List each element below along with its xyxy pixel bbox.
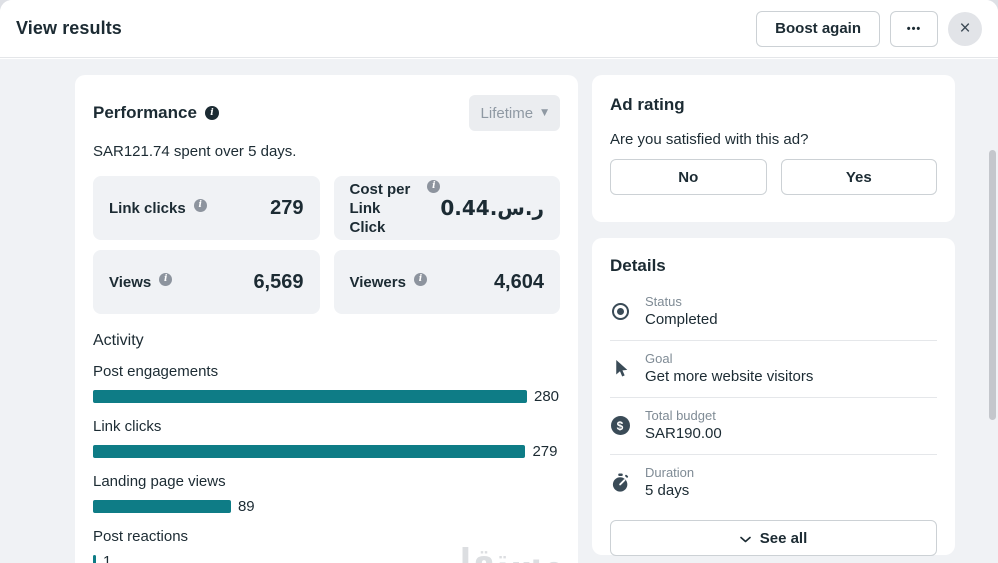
detail-value: Get more website visitors <box>645 368 814 385</box>
dialog-body: Performance i Lifetime ▼ SAR121.74 spent… <box>0 59 998 563</box>
ad-rating-card: Ad rating Are you satisfied with this ad… <box>592 75 955 222</box>
status-icon <box>610 303 630 320</box>
activity-title: Activity <box>93 332 144 349</box>
page-title: View results <box>16 18 122 38</box>
activity-bar-post-engagements: Post engagements 280 <box>93 361 560 405</box>
bar-label: Post engagements <box>93 363 219 380</box>
duration-icon <box>610 473 630 493</box>
detail-row-goal: Goal Get more website visitors <box>610 341 937 398</box>
metric-value: 279 <box>270 196 304 219</box>
metric-cost-per-link-click: Cost per Link Click i ر.س.0.44 <box>333 176 560 240</box>
bar-value: 89 <box>237 498 255 515</box>
bar <box>93 555 96 563</box>
rating-no-button[interactable]: No <box>610 159 767 195</box>
activity-bar-post-reactions: Post reactions 1 <box>93 526 560 563</box>
detail-value: SAR190.00 <box>645 425 722 442</box>
more-options-button[interactable]: ••• <box>890 10 938 47</box>
bar-value: 280 <box>534 388 560 405</box>
detail-label: Status <box>645 294 682 309</box>
details-card: Details Status Completed Goal Get more <box>592 238 955 556</box>
metric-value: 4,604 <box>493 270 544 293</box>
date-range-dropdown[interactable]: Lifetime ▼ <box>468 95 560 131</box>
dialog-header: View results Boost again ••• × <box>0 0 998 58</box>
bar <box>93 390 527 403</box>
metric-views: Views i 6,569 <box>93 250 320 314</box>
metric-value: 6,569 <box>253 270 304 293</box>
goal-icon <box>610 359 630 378</box>
metric-value: ر.س.0.44 <box>440 196 544 220</box>
metric-link-clicks: Link clicks i 279 <box>93 176 320 240</box>
ellipsis-icon: ••• <box>906 22 922 35</box>
detail-label: Total budget <box>645 408 716 423</box>
bar-label: Post reactions <box>93 528 189 545</box>
boost-again-button[interactable]: Boost again <box>756 10 880 47</box>
detail-row-total-budget: $ Total budget SAR190.00 <box>610 398 937 455</box>
performance-card: Performance i Lifetime ▼ SAR121.74 spent… <box>75 75 578 563</box>
detail-label: Goal <box>645 351 673 366</box>
metric-viewers: Viewers i 4,604 <box>333 250 560 314</box>
scrollbar-thumb[interactable] <box>989 150 996 420</box>
see-all-label: See all <box>759 529 808 547</box>
header-actions: Boost again ••• × <box>756 10 982 47</box>
metric-label: Viewers <box>349 273 406 291</box>
bar-value: 1 <box>103 553 112 563</box>
info-icon[interactable]: i <box>413 272 427 286</box>
detail-value: 5 days <box>645 482 690 499</box>
date-range-value: Lifetime <box>480 104 534 122</box>
bar-label: Landing page views <box>93 473 226 490</box>
budget-icon: $ <box>610 416 630 435</box>
details-title: Details <box>610 256 666 275</box>
close-button[interactable]: × <box>948 11 982 46</box>
bar <box>93 445 526 458</box>
detail-value: Completed <box>645 311 718 328</box>
bar <box>93 500 231 513</box>
close-icon: × <box>959 17 971 39</box>
activity-bar-landing-page-views: Landing page views 89 <box>93 471 560 515</box>
metric-label: Cost per Link Click <box>349 180 411 236</box>
metric-grid: Link clicks i 279 Cost per Link Click i ر.… <box>93 176 560 314</box>
detail-row-status: Status Completed <box>610 284 937 341</box>
chevron-down-icon <box>739 536 751 542</box>
see-all-button[interactable]: See all <box>610 520 937 556</box>
metric-label: Views <box>109 273 152 291</box>
detail-row-duration: Duration 5 days <box>610 455 937 511</box>
ad-rating-title: Ad rating <box>610 95 685 114</box>
rating-yes-button[interactable]: Yes <box>780 159 937 195</box>
chevron-down-icon: ▼ <box>541 108 548 118</box>
ad-rating-question: Are you satisfied with this ad? <box>610 131 809 148</box>
bar-label: Link clicks <box>93 418 162 435</box>
activity-bar-link-clicks: Link clicks 279 <box>93 416 560 460</box>
spend-summary: SAR121.74 spent over 5 days. <box>93 143 297 160</box>
detail-label: Duration <box>645 465 695 480</box>
info-icon[interactable]: i <box>193 198 207 212</box>
performance-title: Performance <box>93 103 197 122</box>
bar-value: 279 <box>532 443 558 460</box>
info-icon[interactable]: i <box>159 272 173 286</box>
metric-label: Link clicks <box>109 199 186 217</box>
info-icon[interactable]: i <box>427 179 441 193</box>
info-icon[interactable]: i <box>204 106 219 120</box>
